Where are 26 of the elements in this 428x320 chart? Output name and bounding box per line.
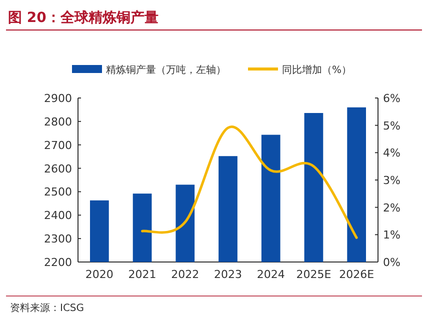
x-tick-label: 2024	[256, 268, 285, 281]
chart-title: 图 20：全球精炼铜产量	[8, 9, 158, 26]
x-tick-label: 2021	[128, 268, 156, 281]
x-tick-label: 2025E	[296, 268, 332, 281]
text: 资料来源：ICSG	[10, 302, 84, 314]
y2-tick-label: 1%	[383, 228, 400, 242]
y2-tick-label: 3%	[383, 174, 400, 187]
y2-tick-label: 4%	[383, 146, 400, 160]
x-tick-label: 2026E	[339, 268, 374, 281]
y-tick-label: 2800	[44, 115, 72, 128]
y-tick-label: 2500	[44, 186, 72, 199]
y2-tick-label: 2%	[383, 201, 400, 214]
legend-label: 精炼铜产量（万吨，左轴）	[106, 64, 226, 76]
legend-label: 同比增加（%）	[282, 64, 352, 76]
y2-tick-label: 5%	[383, 119, 400, 132]
y-tick-label: 2900	[44, 92, 72, 105]
x-tick-label: 2022	[171, 268, 200, 281]
y2-tick-label: 0%	[383, 256, 400, 269]
y-tick-label: 2300	[44, 232, 72, 246]
y-tick-label: 2700	[44, 138, 72, 152]
x-tick-label: 2020	[85, 268, 114, 281]
y2-tick-label: 6%	[383, 92, 400, 105]
y-tick-label: 2600	[44, 162, 72, 176]
y-tick-label: 2400	[44, 209, 72, 222]
y-tick-label: 2200	[44, 256, 72, 269]
x-tick-label: 2023	[214, 268, 242, 281]
